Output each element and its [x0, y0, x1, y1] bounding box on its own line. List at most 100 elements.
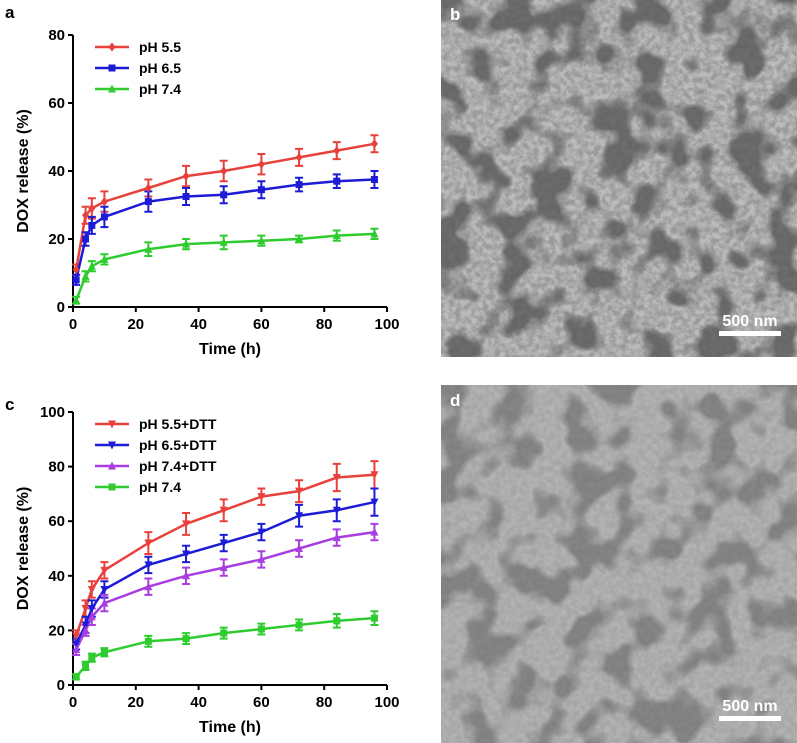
y-tick-label: 20 [48, 622, 65, 639]
y-tick-label: 40 [48, 163, 65, 180]
series-line [74, 142, 375, 270]
marker [220, 629, 228, 637]
marker [332, 533, 341, 542]
y-tick-label: 80 [48, 27, 65, 44]
y-tick-label: 60 [48, 513, 65, 530]
legend-label: pH 7.4+DTT [139, 458, 217, 474]
marker [333, 177, 341, 185]
y-tick-label: 40 [48, 568, 65, 585]
marker [220, 166, 228, 176]
marker [219, 539, 228, 548]
y-tick-label: 0 [57, 677, 65, 694]
marker [182, 571, 191, 580]
y-axis-title: DOX release (%) [15, 109, 32, 233]
marker [72, 640, 81, 649]
marker [144, 582, 153, 591]
image-aggregates [441, 0, 797, 357]
x-tick-label: 40 [190, 316, 207, 333]
marker [219, 237, 228, 246]
chart: a 0 20 40 60 80 0 20 40 60 80 100 Time (h) DOX releas… [5, 3, 400, 358]
marker [87, 261, 96, 270]
legend-label: pH 5.5+DTT [139, 416, 217, 432]
marker [295, 487, 304, 496]
marker [72, 632, 81, 641]
marker [182, 193, 190, 200]
marker [295, 181, 303, 189]
scale-bar [719, 331, 781, 336]
marker [144, 198, 152, 206]
marker [295, 544, 304, 552]
panel-label: a [5, 3, 15, 22]
marker [81, 605, 90, 614]
marker [82, 235, 90, 243]
marker [257, 528, 266, 537]
marker [100, 585, 109, 594]
x-tick-label: 60 [253, 316, 270, 333]
marker [72, 265, 80, 275]
marker [182, 635, 190, 643]
marker [100, 648, 108, 656]
tem-image-d: d 500 nm [441, 385, 797, 743]
x-tick-label: 100 [374, 694, 399, 711]
x-tick-label: 0 [69, 694, 77, 711]
legend-label: pH 6.5 [139, 60, 181, 76]
marker [257, 625, 265, 633]
tem-image-b: b 500 nm [441, 0, 797, 357]
marker [100, 566, 109, 575]
marker [108, 483, 116, 491]
y-axis-title: DOX release (%) [15, 487, 32, 611]
marker [144, 539, 153, 548]
x-tick-label: 60 [253, 694, 270, 711]
panel-label: c [5, 395, 14, 414]
marker [370, 614, 378, 622]
marker [295, 152, 303, 162]
marker [370, 229, 379, 238]
marker [333, 617, 341, 625]
marker [257, 186, 265, 194]
image-aggregates [441, 385, 797, 743]
marker [82, 210, 90, 220]
marker [108, 441, 116, 450]
marker [87, 605, 96, 614]
y-tick-label: 100 [40, 404, 65, 421]
scale-bar-label: 500 nm [722, 313, 777, 330]
marker [88, 654, 96, 662]
marker [332, 474, 341, 483]
marker [100, 254, 109, 263]
marker [182, 239, 191, 248]
marker [108, 420, 116, 429]
marker [100, 213, 108, 221]
legend-label: pH 6.5+DTT [139, 437, 217, 453]
marker [87, 612, 96, 621]
marker [144, 244, 153, 253]
x-tick-label: 20 [127, 316, 144, 333]
marker [182, 550, 191, 559]
marker [144, 561, 153, 570]
marker [88, 203, 96, 213]
x-tick-label: 100 [374, 316, 399, 333]
y-tick-label: 80 [48, 459, 65, 476]
marker [370, 527, 379, 536]
x-tick-label: 20 [127, 694, 144, 711]
marker [333, 146, 341, 156]
marker [81, 621, 90, 630]
marker [81, 271, 90, 280]
marker [332, 231, 341, 240]
marker [108, 461, 116, 470]
marker [332, 506, 341, 515]
panel-label: b [450, 5, 460, 24]
marker [370, 139, 378, 149]
marker [370, 471, 379, 480]
marker [72, 673, 80, 681]
legend-label: pH 5.5 [139, 39, 181, 55]
x-tick-label: 80 [316, 316, 333, 333]
marker [100, 197, 108, 207]
scale-bar [719, 716, 781, 721]
marker [370, 498, 379, 507]
chart: c 0 20 40 60 80 100 0 20 40 60 80 100 Time (h) DOX rel… [5, 395, 400, 736]
y-tick-label: 20 [48, 231, 65, 248]
marker [257, 159, 265, 169]
x-tick-label: 40 [190, 694, 207, 711]
marker [219, 506, 228, 515]
